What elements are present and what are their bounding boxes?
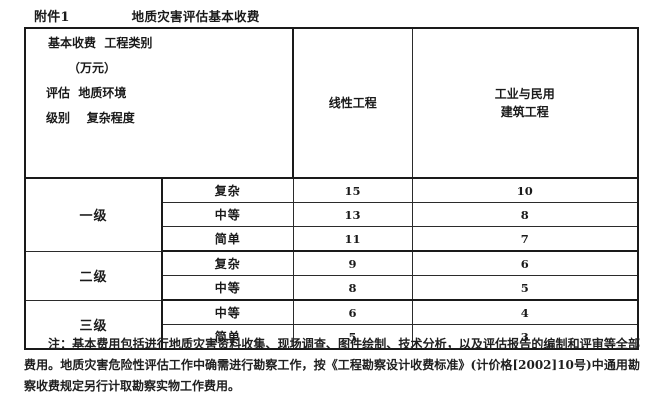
footnote-text: 注：基本费用包括进行地质灾害资料收集、现场调查、图件绘制、技术分析，以及评估报告… (24, 337, 640, 393)
column-header-building: 工业与民用 建筑工程 (411, 27, 639, 179)
header-corner-cell: 基本收费 工程类别 （万元） 评估 地质环境 级别 复杂程度 (24, 27, 295, 179)
table-row: 二级 复杂 9 6 (24, 250, 639, 301)
linear-value-cell: 5 (292, 324, 413, 349)
linear-value-cell: 6 (292, 299, 413, 325)
level-cell-1: 一级 (24, 177, 163, 252)
table-row: 简单 11 7 (25, 226, 639, 252)
building-value-cell: 10 (411, 177, 639, 203)
complexity-cell: 简单 (161, 226, 294, 252)
complexity-cell: 中等 (161, 202, 294, 227)
header-corner-line-4: 级别 复杂程度 (46, 111, 135, 125)
linear-value-cell: 15 (292, 177, 413, 203)
linear-value-cell: 9 (292, 250, 413, 276)
header-corner-line-2: （万元） (68, 61, 117, 75)
linear-value-cell: 13 (292, 202, 413, 227)
header-corner-line-1: 基本收费 工程类别 (48, 36, 153, 50)
table-row: 一级 复杂 15 10 (24, 177, 639, 252)
fee-table: 基本收费 工程类别 （万元） 评估 地质环境 级别 复杂程度 线性工程 工业与民… (24, 27, 640, 350)
complexity-cell: 中等 (161, 299, 294, 325)
column-header-linear: 线性工程 (292, 27, 413, 179)
column-header-building-line2: 建筑工程 (500, 105, 549, 119)
building-value-cell: 6 (411, 250, 639, 276)
column-header-building-line1: 工业与民用 (494, 87, 555, 101)
table-row: 简单 5 3 (25, 324, 639, 349)
document-title-row: 附件1 地质灾害评估基本收费 (24, 5, 637, 25)
complexity-cell: 简单 (161, 324, 294, 349)
page-title: 地质灾害评估基本收费 (131, 8, 260, 24)
level-cell-2: 二级 (24, 250, 163, 301)
table-row: 中等 13 8 (25, 202, 639, 227)
building-value-cell: 8 (411, 202, 639, 227)
building-value-cell: 5 (411, 275, 639, 301)
header-corner-line-3: 评估 地质环境 (46, 86, 127, 100)
linear-value-cell: 8 (292, 275, 413, 301)
linear-value-cell: 11 (292, 226, 413, 252)
complexity-cell: 复杂 (161, 177, 294, 203)
building-value-cell: 7 (411, 226, 639, 252)
complexity-cell: 复杂 (161, 250, 294, 276)
building-value-cell: 3 (411, 324, 639, 349)
table-header-row: 基本收费 工程类别 （万元） 评估 地质环境 级别 复杂程度 线性工程 工业与民… (24, 27, 639, 179)
table-footnote: 注：基本费用包括进行地质灾害资料收集、现场调查、图件绘制、技术分析，以及评估报告… (24, 334, 640, 397)
table-row: 中等 8 5 (25, 275, 639, 301)
attachment-label: 附件1 (34, 9, 70, 25)
complexity-cell: 中等 (161, 275, 294, 301)
building-value-cell: 4 (411, 299, 639, 325)
level-cell-3: 三级 (24, 299, 163, 350)
table-row: 三级 中等 6 4 (24, 299, 639, 350)
